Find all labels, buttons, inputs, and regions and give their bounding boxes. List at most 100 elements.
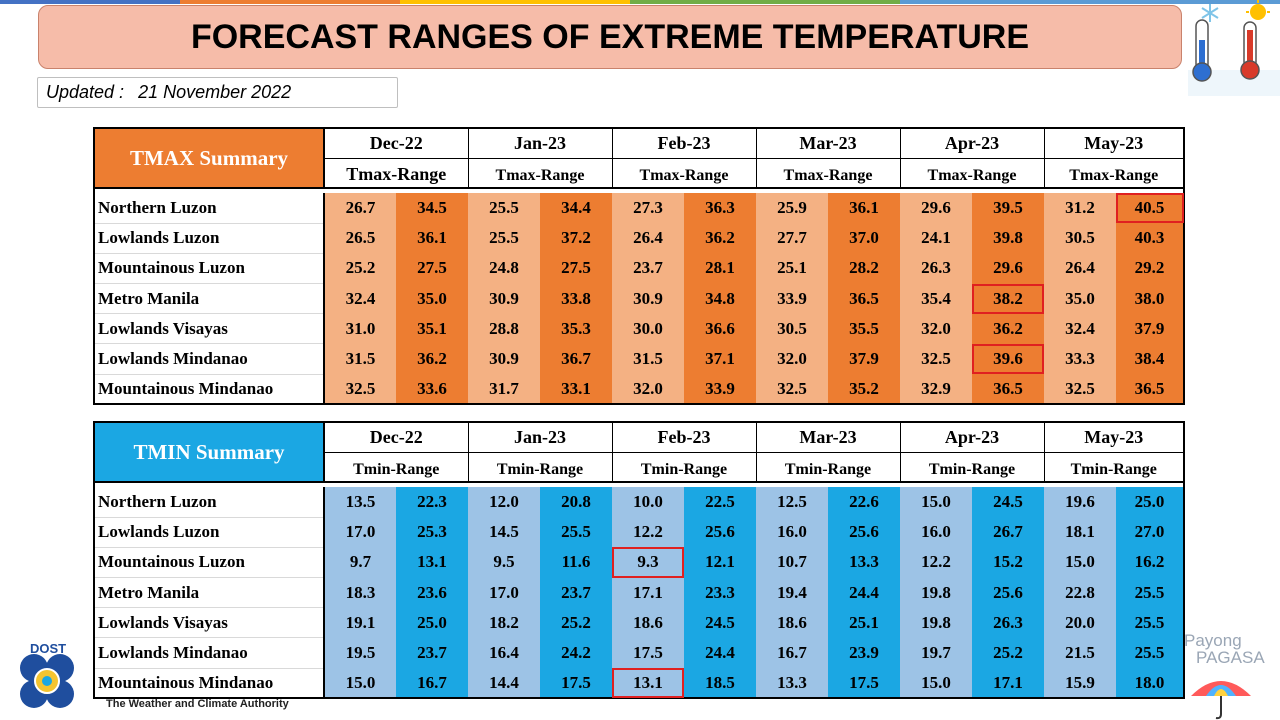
range-min-cell: 19.8 (900, 577, 972, 608)
month-header: Apr-23 (899, 422, 1044, 453)
range-max-cell: 37.9 (1116, 313, 1184, 344)
range-min-cell: 32.5 (900, 343, 972, 375)
range-max-cell: 33.8 (540, 283, 612, 314)
range-max-cell: 38.2 (972, 283, 1044, 314)
range-min-cell: 18.6 (612, 607, 684, 638)
tmax-summary-table: TMAX Summary Dec-22 Jan-23 Feb-23 Mar-23… (93, 127, 1185, 406)
range-min-cell: 29.6 (900, 193, 972, 224)
payong-text: Payong (1184, 631, 1242, 650)
range-header: Tmin-Range (1043, 452, 1184, 482)
range-max-cell: 17.5 (540, 668, 612, 699)
month-header: Feb-23 (611, 128, 756, 159)
range-min-cell: 9.3 (612, 547, 684, 578)
range-min-cell: 19.5 (324, 637, 396, 669)
range-min-cell: 31.5 (324, 343, 396, 375)
range-header: Tmin-Range (611, 452, 756, 482)
range-max-cell: 25.5 (1116, 607, 1184, 638)
range-min-cell: 25.5 (468, 193, 540, 224)
range-min-cell: 25.1 (756, 253, 828, 284)
range-min-cell: 24.8 (468, 253, 540, 284)
range-max-cell: 22.3 (396, 487, 468, 518)
range-min-cell: 32.5 (324, 374, 396, 405)
range-max-cell: 36.5 (1116, 374, 1184, 405)
range-min-cell: 15.9 (1044, 668, 1116, 699)
range-min-cell: 14.5 (468, 517, 540, 548)
range-min-cell: 24.1 (900, 223, 972, 254)
tmin-summary-table: TMIN Summary Dec-22 Jan-23 Feb-23 Mar-23… (93, 421, 1185, 700)
range-max-cell: 24.5 (972, 487, 1044, 518)
range-max-cell: 28.1 (684, 253, 756, 284)
month-header: Mar-23 (755, 128, 900, 159)
range-max-cell: 25.6 (972, 577, 1044, 608)
range-header: Tmax-Range (755, 158, 900, 188)
range-min-cell: 25.5 (468, 223, 540, 254)
pagasa-text: PAGASA (1196, 648, 1265, 667)
range-min-cell: 16.0 (756, 517, 828, 548)
range-min-cell: 15.0 (324, 668, 396, 699)
range-max-cell: 22.5 (684, 487, 756, 518)
range-min-cell: 35.4 (900, 283, 972, 314)
range-min-cell: 26.4 (612, 223, 684, 254)
range-min-cell: 12.0 (468, 487, 540, 518)
range-header: Tmin-Range (323, 452, 468, 482)
region-label: Lowlands Mindanao (94, 637, 325, 669)
range-min-cell: 10.7 (756, 547, 828, 578)
range-header: Tmax-Range (467, 158, 612, 188)
range-min-cell: 26.4 (1044, 253, 1116, 284)
range-header: Tmax-Range (1043, 158, 1184, 188)
range-max-cell: 36.3 (684, 193, 756, 224)
range-min-cell: 9.5 (468, 547, 540, 578)
tmax-summary-title: TMAX Summary (94, 128, 325, 188)
range-max-cell: 33.6 (396, 374, 468, 405)
top-color-bar (0, 0, 1280, 4)
range-min-cell: 23.7 (612, 253, 684, 284)
range-min-cell: 18.1 (1044, 517, 1116, 548)
title-banner: FORECAST RANGES OF EXTREME TEMPERATURE (38, 5, 1182, 69)
range-min-cell: 15.0 (1044, 547, 1116, 578)
range-max-cell: 37.1 (684, 343, 756, 375)
table-row: Lowlands Luzon 17.0 25.3 14.5 25.5 12.2 25.6 16… (94, 517, 1184, 548)
table-row: Mountainous Luzon 25.2 27.5 24.8 27.5 23.7 28.… (94, 253, 1184, 285)
range-min-cell: 9.7 (324, 547, 396, 578)
range-header: Tmax-Range (323, 158, 468, 188)
range-header: Tmin-Range (755, 452, 900, 482)
range-min-cell: 31.2 (1044, 193, 1116, 224)
range-max-cell: 29.6 (972, 253, 1044, 284)
region-label: Metro Manila (94, 283, 325, 315)
range-max-cell: 34.5 (396, 193, 468, 224)
table-row: Lowlands Luzon 26.5 36.1 25.5 37.2 26.4 36.2 27… (94, 223, 1184, 254)
range-min-cell: 25.2 (324, 253, 396, 284)
range-max-cell: 33.1 (540, 374, 612, 405)
range-min-cell: 33.9 (756, 283, 828, 314)
range-max-cell: 25.5 (540, 517, 612, 548)
range-min-cell: 31.5 (612, 343, 684, 375)
range-min-cell: 12.5 (756, 487, 828, 518)
range-min-cell: 19.4 (756, 577, 828, 608)
range-min-cell: 10.0 (612, 487, 684, 518)
range-min-cell: 17.1 (612, 577, 684, 608)
range-max-cell: 33.9 (684, 374, 756, 405)
range-max-cell: 23.7 (396, 637, 468, 669)
range-min-cell: 28.8 (468, 313, 540, 344)
range-min-cell: 25.9 (756, 193, 828, 224)
range-min-cell: 26.3 (900, 253, 972, 284)
range-max-cell: 35.3 (540, 313, 612, 344)
month-header: Dec-22 (323, 422, 468, 453)
range-max-cell: 38.4 (1116, 343, 1184, 375)
range-min-cell: 27.7 (756, 223, 828, 254)
month-header: May-23 (1043, 422, 1184, 453)
region-label: Northern Luzon (94, 487, 325, 518)
table-row: Metro Manila 32.4 35.0 30.9 33.8 30.9 34.8 33.9… (94, 283, 1184, 315)
range-max-cell: 36.5 (828, 283, 900, 314)
range-min-cell: 16.0 (900, 517, 972, 548)
range-min-cell: 32.0 (612, 374, 684, 405)
range-min-cell: 31.0 (324, 313, 396, 344)
page-title: FORECAST RANGES OF EXTREME TEMPERATURE (190, 17, 1030, 56)
range-max-cell: 23.3 (684, 577, 756, 608)
range-max-cell: 40.3 (1116, 223, 1184, 254)
range-min-cell: 17.5 (612, 637, 684, 669)
range-min-cell: 32.9 (900, 374, 972, 405)
range-max-cell: 13.1 (396, 547, 468, 578)
region-label: Mountainous Mindanao (94, 374, 325, 405)
range-min-cell: 26.5 (324, 223, 396, 254)
